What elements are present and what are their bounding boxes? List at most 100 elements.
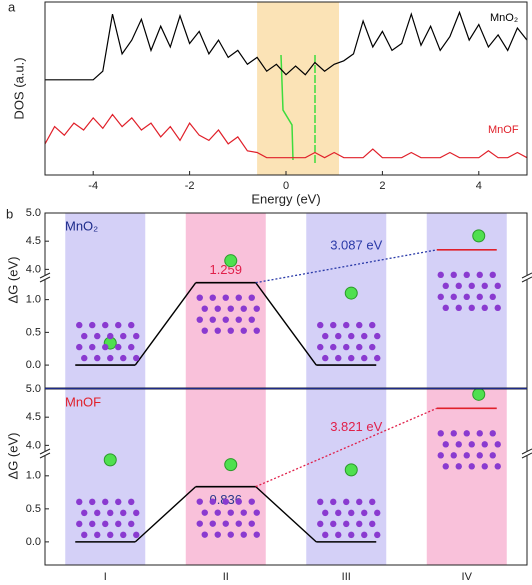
lattice-atom	[196, 294, 203, 301]
x-tick-label: III	[342, 571, 351, 583]
connector	[134, 282, 197, 366]
lattice-atom	[330, 520, 337, 528]
lattice-atom	[89, 498, 96, 506]
step-column	[65, 213, 146, 388]
lattice-atom	[343, 520, 350, 528]
lattice-atom	[369, 520, 376, 528]
lattice-atom	[476, 452, 483, 459]
lattice-atom	[107, 509, 114, 517]
x-axis-label: Energy (eV)	[251, 191, 320, 206]
lattice-atom	[450, 430, 457, 437]
lattice-atom	[463, 452, 470, 459]
axis-break-gap	[523, 451, 531, 456]
lattice-atom	[201, 531, 208, 538]
adsorbate	[103, 453, 117, 467]
lattice-atom	[481, 304, 488, 312]
axis-break	[521, 272, 532, 283]
lattice-atom	[120, 509, 127, 517]
lattice-atom	[494, 441, 501, 448]
lattice-atom	[214, 327, 221, 334]
lattice-atom	[361, 332, 368, 340]
axis-break-gap	[523, 275, 531, 280]
lattice-atom	[442, 304, 449, 312]
lattice-atom	[94, 332, 101, 340]
lattice-atom	[253, 509, 260, 516]
y-tick-label: 4.0	[26, 439, 41, 451]
lattice-atom	[253, 327, 260, 334]
lattice-atom	[128, 498, 135, 506]
adsorbate	[344, 463, 358, 477]
lattice-atom	[356, 520, 363, 528]
lattice-atom	[227, 531, 234, 538]
lattice-atom	[115, 343, 122, 351]
lattice-atom	[494, 282, 501, 290]
lattice-atom	[128, 520, 135, 528]
lattice-atom	[455, 282, 462, 290]
axis-break	[521, 448, 532, 459]
lattice-atom	[81, 354, 88, 362]
lattice-atom	[201, 305, 208, 312]
y-tick-label: 0.0	[26, 536, 41, 548]
lattice-atom	[489, 452, 496, 459]
lattice-atom	[450, 452, 457, 459]
step-column	[65, 389, 146, 565]
legend-label: MnOF	[488, 124, 519, 136]
lattice-atom	[227, 509, 234, 516]
lattice-atom	[102, 321, 109, 329]
lattice-atom	[455, 441, 462, 448]
y-tick-label: 1.0	[26, 294, 41, 306]
lattice-atom	[356, 343, 363, 351]
axis-break-gap	[41, 275, 49, 280]
lattice-atom	[361, 354, 368, 362]
lattice-atom	[201, 509, 208, 516]
lattice-atom	[335, 332, 342, 340]
lattice-atom	[330, 343, 337, 351]
dos-curve	[45, 10, 528, 81]
lattice-atom	[227, 327, 234, 334]
lattice-atom	[89, 520, 96, 528]
lattice-atom	[455, 304, 462, 312]
lattice-atom	[196, 520, 203, 527]
lattice-atom	[94, 531, 101, 539]
lattice-atom	[442, 441, 449, 448]
lattice-atom	[196, 498, 203, 505]
y-tick-label: 4.5	[26, 411, 41, 423]
lattice-atom	[494, 304, 501, 312]
y-tick-label: 5.0	[26, 207, 41, 219]
step-column	[185, 389, 266, 565]
panel-title: MnOF	[65, 394, 101, 409]
connector	[134, 486, 197, 543]
lattice-atom	[81, 332, 88, 340]
lattice-atom	[348, 531, 355, 539]
lattice-atom	[450, 271, 457, 279]
lattice-atom	[335, 531, 342, 539]
lattice-atom	[248, 294, 255, 301]
y-tick-label: 0.5	[26, 326, 41, 338]
lattice-atom	[240, 531, 247, 538]
lattice-atom	[133, 332, 140, 340]
y-tick-label: 1.0	[26, 470, 41, 482]
gap-label: 3.821 eV	[330, 419, 382, 434]
lattice-atom	[235, 316, 242, 323]
lattice-atom	[209, 498, 216, 505]
lattice-atom	[455, 463, 462, 470]
x-tick-label: 0	[283, 180, 289, 192]
lattice-atom	[348, 332, 355, 340]
lattice-atom	[248, 520, 255, 527]
lattice-atom	[115, 520, 122, 528]
panel-label: a	[8, 0, 16, 14]
lattice-atom	[476, 271, 483, 279]
lattice-atom	[317, 321, 324, 329]
lattice-atom	[107, 332, 114, 340]
lattice-atom	[322, 332, 329, 340]
lattice-atom	[94, 354, 101, 362]
lattice-atom	[374, 332, 381, 340]
lattice-atom	[322, 509, 329, 517]
y-axis-label: DOS (a.u.)	[11, 57, 26, 119]
lattice-atom	[494, 463, 501, 470]
lattice-atom	[322, 354, 329, 362]
lattice-atom	[481, 441, 488, 448]
lattice-atom	[240, 327, 247, 334]
lattice-atom	[437, 452, 444, 459]
lattice-atom	[317, 520, 324, 528]
